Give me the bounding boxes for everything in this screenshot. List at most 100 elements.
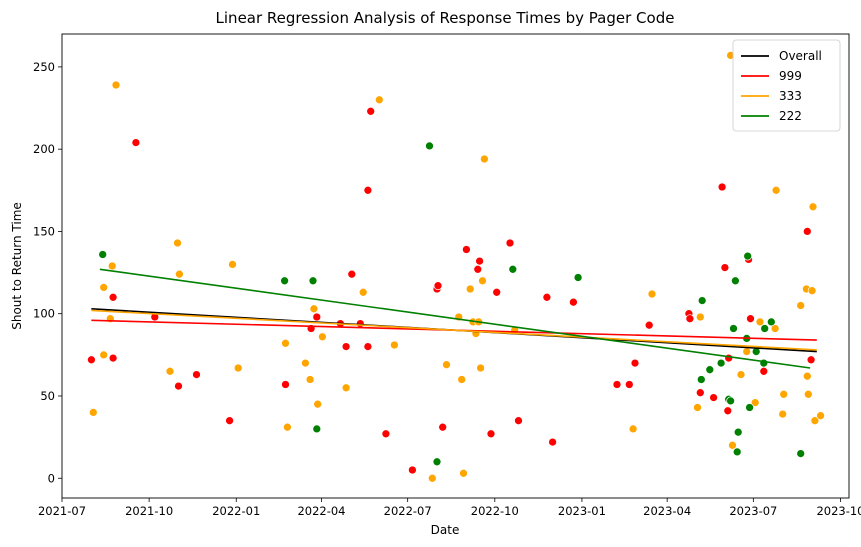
- point-333-1: [99, 283, 109, 292]
- point-999-33: [612, 380, 622, 389]
- y-tick-label: 200: [33, 142, 55, 156]
- point-333-33: [480, 154, 489, 164]
- point-222-6: [508, 264, 518, 274]
- point-999-23: [462, 245, 471, 254]
- point-999-26: [486, 429, 496, 439]
- point-333-47: [778, 409, 788, 419]
- regression-line-333: [91, 309, 817, 351]
- point-222-11: [716, 358, 726, 368]
- point-999-31: [548, 437, 557, 447]
- point-222-1: [280, 276, 289, 286]
- point-999-41: [717, 182, 727, 192]
- point-999-0: [87, 355, 96, 365]
- point-999-7: [225, 416, 234, 426]
- point-333-17: [318, 332, 327, 342]
- point-999-2: [108, 353, 118, 363]
- x-axis-label: Date: [431, 523, 460, 537]
- x-tick-label: 2022-04: [297, 504, 345, 518]
- point-222-25: [796, 449, 806, 458]
- x-tick-label: 2021-10: [125, 504, 173, 518]
- point-333-18: [341, 383, 351, 393]
- point-333-22: [427, 473, 437, 483]
- point-222-15: [731, 276, 740, 286]
- x-tick-label: 2021-07: [38, 504, 86, 518]
- point-999-40: [709, 393, 718, 402]
- point-333-11: [281, 338, 290, 348]
- point-333-5: [111, 80, 121, 90]
- point-333-21: [390, 340, 399, 350]
- point-999-21: [433, 281, 443, 291]
- point-333-32: [478, 276, 487, 286]
- point-999-13: [347, 269, 357, 279]
- point-222-19: [743, 251, 753, 261]
- point-999-38: [685, 314, 695, 324]
- point-999-5: [174, 381, 183, 391]
- point-333-8: [175, 269, 184, 279]
- chart-title: Linear Regression Analysis of Response T…: [216, 9, 675, 27]
- legend-box: [732, 39, 841, 132]
- point-999-34: [624, 380, 634, 389]
- point-999-49: [806, 355, 816, 365]
- x-tick-label: 2023-07: [729, 504, 777, 518]
- point-333-19: [358, 287, 368, 297]
- point-999-14: [355, 319, 365, 328]
- point-222-0: [98, 250, 108, 259]
- point-333-35: [628, 424, 638, 434]
- point-222-23: [760, 324, 770, 333]
- point-999-22: [438, 422, 448, 432]
- legend-label-overall: Overall: [779, 49, 822, 63]
- point-222-4: [425, 141, 434, 151]
- point-333-26: [459, 468, 468, 478]
- point-222-20: [745, 403, 754, 412]
- point-999-46: [746, 314, 755, 324]
- plot-frame: [61, 33, 850, 499]
- point-333-36: [647, 289, 657, 299]
- point-999-25: [475, 256, 484, 266]
- point-999-10: [312, 312, 322, 322]
- point-999-39: [695, 388, 705, 398]
- point-333-9: [228, 260, 237, 269]
- legend-label-222: 222: [779, 109, 802, 123]
- point-222-10: [705, 365, 715, 375]
- point-333-55: [810, 416, 820, 426]
- point-999-36: [644, 320, 654, 330]
- point-999-48: [802, 227, 812, 236]
- point-333-54: [808, 202, 818, 212]
- x-axis-ticks: 2021-07 2021-10 2022-01 2022-04 2022-07 2022-…: [38, 498, 861, 518]
- point-333-40: [728, 440, 737, 450]
- point-999-47: [759, 366, 769, 376]
- point-999-29: [514, 416, 523, 426]
- point-999-18: [381, 429, 391, 439]
- point-222-13: [726, 396, 735, 406]
- point-333-14: [305, 375, 315, 384]
- point-999-6: [192, 370, 201, 379]
- point-999-16: [363, 185, 373, 195]
- point-333-6: [165, 366, 175, 376]
- point-333-31: [476, 363, 485, 373]
- point-333-52: [803, 389, 813, 399]
- y-tick-label: 50: [40, 389, 55, 403]
- point-222-14: [729, 324, 738, 333]
- point-333-41: [736, 370, 746, 379]
- point-999-43: [723, 406, 733, 416]
- point-999-27: [492, 287, 502, 297]
- point-333-43: [750, 398, 760, 407]
- point-333-12: [283, 422, 292, 432]
- point-999-28: [505, 238, 515, 248]
- regression-lines: [91, 268, 817, 369]
- point-333-44: [755, 317, 765, 327]
- regression-line-222: [99, 268, 811, 369]
- point-222-17: [733, 427, 743, 437]
- point-333-13: [301, 358, 310, 368]
- point-999-17: [366, 106, 376, 116]
- point-333-25: [457, 375, 467, 384]
- point-999-3: [131, 138, 141, 147]
- point-999-19: [408, 465, 417, 475]
- point-222-9: [697, 296, 707, 305]
- point-999-35: [630, 358, 640, 368]
- point-999-15: [363, 342, 373, 351]
- scatter-points: [87, 51, 825, 483]
- point-222-7: [573, 273, 583, 282]
- point-333-38: [695, 312, 705, 322]
- y-tick-label: 0: [48, 471, 55, 485]
